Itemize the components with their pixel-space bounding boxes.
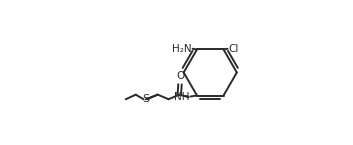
Text: H₂N: H₂N — [172, 44, 192, 54]
Text: O: O — [176, 71, 184, 81]
Text: Cl: Cl — [228, 44, 239, 54]
Text: NH: NH — [174, 92, 189, 102]
Text: S: S — [142, 94, 149, 104]
